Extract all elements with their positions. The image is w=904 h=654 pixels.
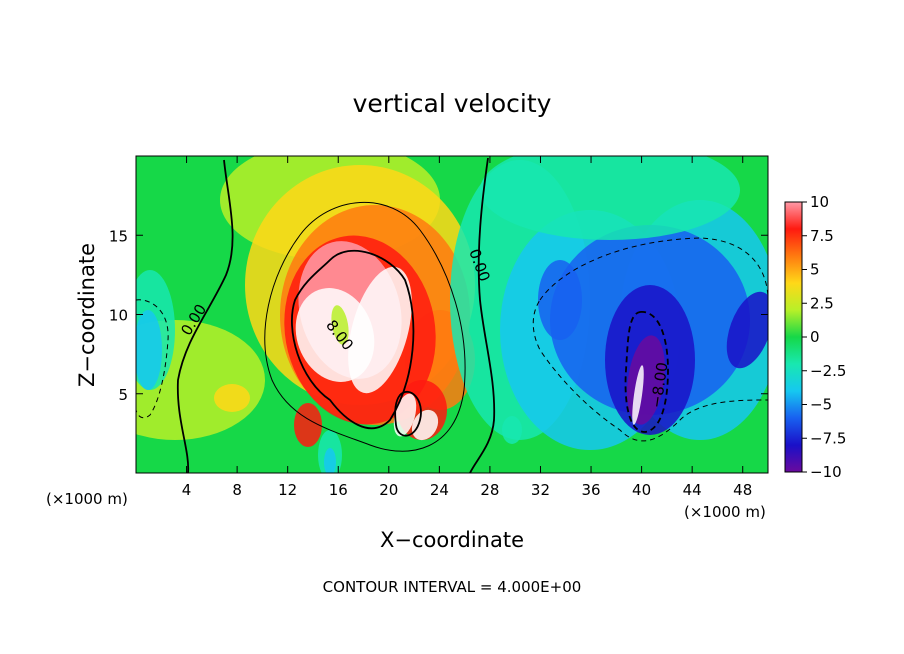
x-unit-label-right: (×1000 m) [684, 503, 766, 521]
y-tick-label: 10 [109, 307, 128, 325]
colorbar-tick-label: −7.5 [810, 429, 846, 447]
chart-title: vertical velocity [353, 89, 552, 118]
x-tick-label: 48 [733, 481, 752, 499]
eight-contour-small [394, 390, 422, 437]
x-tick-label: 40 [632, 481, 651, 499]
colorbar: 10 7.5 5 2.5 0 −2.5 −5 −7.5 −10 [784, 193, 846, 481]
colorbar-ticks: 10 7.5 5 2.5 0 −2.5 −5 −7.5 −10 [802, 193, 846, 481]
x-tick-label: 36 [581, 481, 600, 499]
neg-four-contour-right [532, 237, 768, 442]
field-region [480, 156, 740, 240]
field-region [632, 365, 644, 425]
x-tick-label: 16 [329, 481, 348, 499]
x-tick-label: 24 [430, 481, 449, 499]
colorbar-tick-label: 0 [810, 328, 820, 346]
field-region [348, 266, 412, 394]
x-tick-label: 4 [182, 481, 192, 499]
colorbar-tick-label: 5 [810, 261, 820, 279]
velocity-field [136, 156, 768, 473]
field-region [214, 384, 250, 412]
neg-eight-contour [624, 311, 669, 433]
x-axis: 4 8 12 16 20 24 28 32 36 40 44 48 [182, 156, 752, 499]
contour-interval-note: CONTOUR INTERVAL = 4.000E+00 [323, 578, 582, 596]
x-tick-label: 12 [278, 481, 297, 499]
y-axis-label: Z−coordinate [75, 243, 99, 387]
field-region [726, 291, 768, 369]
colorbar-tick-label: −2.5 [810, 362, 846, 380]
zero-contour-right [469, 157, 496, 473]
y-axis: 5 10 15 [109, 227, 768, 404]
colorbar-gradient [784, 201, 803, 473]
x-tick-label: 44 [683, 481, 702, 499]
x-axis-label: X−coordinate [380, 528, 524, 552]
colorbar-tick-label: 2.5 [810, 294, 834, 312]
neg-four-contour-left [136, 299, 169, 419]
field-region [538, 260, 582, 340]
y-tick-label: 15 [109, 227, 128, 245]
colorbar-tick-label: −5 [810, 396, 832, 414]
field-region [331, 305, 349, 345]
field-region [136, 320, 265, 440]
colorbar-tick-label: 10 [810, 193, 829, 211]
eight-contour-updraft [291, 249, 415, 430]
field-region [502, 416, 522, 444]
x-unit-label-left: (×1000 m) [46, 490, 128, 508]
field-region [411, 409, 439, 441]
four-contour-updraft [264, 201, 466, 452]
x-tick-label: 32 [531, 481, 550, 499]
field-region [136, 310, 162, 390]
plot-area: 0.000.008.00−8.00 [135, 155, 769, 474]
colorbar-tick-label: −10 [810, 463, 842, 481]
colorbar-tick-label: 7.5 [810, 227, 834, 245]
x-tick-label: 8 [232, 481, 242, 499]
contour-lines [136, 157, 768, 473]
field-region [324, 448, 336, 473]
x-tick-label: 28 [480, 481, 499, 499]
field-region [294, 403, 322, 447]
x-tick-label: 20 [379, 481, 398, 499]
zero-contour-left [176, 159, 234, 473]
y-tick-label: 5 [118, 386, 128, 404]
